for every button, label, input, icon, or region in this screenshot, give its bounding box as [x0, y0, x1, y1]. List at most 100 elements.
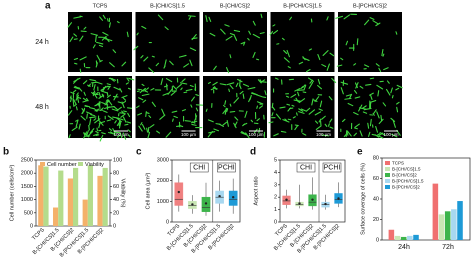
- cell: [331, 77, 337, 84]
- cell: [188, 16, 192, 20]
- x-tick-label: 24h: [398, 244, 410, 251]
- y-tick-label: 3000: [157, 157, 169, 163]
- cell: [233, 122, 237, 129]
- legend-label: Viability: [85, 162, 104, 168]
- bar: [87, 165, 93, 226]
- cell: [74, 62, 78, 65]
- cell: [127, 112, 131, 118]
- cell: [108, 128, 113, 131]
- cell: [251, 92, 257, 95]
- cell: [87, 84, 91, 87]
- cell: [286, 49, 290, 58]
- cell: [73, 57, 79, 61]
- row-label: 24 h: [35, 39, 49, 46]
- cell: [256, 101, 264, 105]
- scale-bar-label: 100 µm: [248, 132, 263, 137]
- cell: [305, 107, 311, 112]
- cell: [353, 112, 359, 116]
- cell: [122, 116, 127, 123]
- mean: [337, 197, 340, 200]
- y2-tick-label: 100: [113, 157, 122, 163]
- cell: [365, 83, 372, 86]
- cell: [84, 105, 88, 108]
- cell: [256, 105, 259, 109]
- cell: [208, 131, 216, 134]
- cell: [162, 92, 169, 96]
- bar: [451, 209, 457, 240]
- plot-frame: [171, 159, 241, 223]
- cell: [83, 131, 88, 139]
- cell: [195, 94, 200, 97]
- cell: [335, 15, 344, 19]
- cell: [218, 123, 224, 127]
- cell: [113, 86, 121, 91]
- cell: [75, 119, 79, 128]
- cell: [187, 15, 196, 17]
- cell: [86, 130, 89, 135]
- cell: [156, 130, 161, 134]
- y-axis-label: Surface coverage of cells (%): [360, 163, 366, 235]
- y-tick-label: 2: [274, 195, 277, 201]
- cell: [90, 114, 96, 117]
- cell: [83, 91, 86, 96]
- cell: [148, 67, 155, 73]
- cell: [311, 98, 314, 106]
- cell: [98, 101, 101, 110]
- cell: [111, 108, 119, 112]
- cell: [208, 16, 212, 23]
- cell: [373, 109, 377, 114]
- cell: [361, 105, 367, 109]
- cell: [383, 67, 389, 71]
- y-tick-label: 0: [274, 219, 277, 225]
- cell: [234, 116, 239, 121]
- cell: [107, 115, 114, 120]
- cell: [180, 87, 183, 91]
- cell: [87, 130, 94, 137]
- legend-label: B-[CHI/CS]2: [392, 172, 417, 177]
- cell: [289, 107, 294, 110]
- cell: [93, 90, 96, 94]
- cell: [161, 108, 165, 116]
- cell: [375, 22, 381, 27]
- cell: [317, 53, 321, 61]
- cell: [268, 121, 274, 124]
- cell: [347, 102, 354, 107]
- cell: [385, 88, 391, 96]
- cell: [95, 34, 97, 43]
- cell: [147, 131, 151, 139]
- cell: [378, 118, 384, 125]
- cell: [378, 67, 382, 73]
- cell: [194, 86, 197, 91]
- cell: [336, 64, 343, 67]
- cell: [298, 61, 304, 65]
- cell: [315, 125, 322, 130]
- cell: [256, 58, 260, 61]
- bar: [102, 167, 108, 226]
- cell: [290, 93, 297, 98]
- cell: [73, 89, 77, 93]
- cell: [233, 97, 240, 104]
- cell: [140, 89, 145, 92]
- cell: [194, 115, 198, 122]
- cell: [189, 84, 194, 88]
- group-box: [217, 162, 236, 173]
- scale-bar-label: 100 µm: [316, 132, 331, 137]
- mean: [298, 202, 301, 205]
- cell: [83, 26, 87, 30]
- cell: [359, 85, 364, 89]
- mean: [311, 198, 314, 201]
- scale-bar-label: 100 µm: [181, 132, 196, 137]
- cell: [151, 101, 156, 107]
- bar: [400, 236, 407, 240]
- y-tick-label: 4: [274, 170, 277, 176]
- y-tick-label: 1000: [157, 199, 169, 205]
- cell: [178, 54, 187, 58]
- cell: [369, 77, 375, 80]
- mean: [204, 202, 208, 205]
- bar: [97, 175, 103, 226]
- cell: [85, 133, 88, 138]
- bar: [413, 234, 419, 240]
- cell: [128, 134, 131, 138]
- cell: [104, 38, 113, 42]
- cell: [380, 114, 383, 122]
